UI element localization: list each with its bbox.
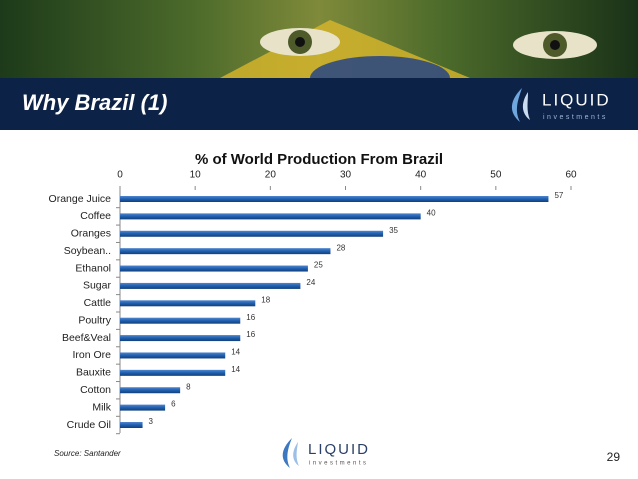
value-label: 3 xyxy=(149,417,154,426)
bar xyxy=(120,248,331,255)
value-label: 14 xyxy=(231,365,240,374)
value-label: 16 xyxy=(246,313,255,322)
category-label: Soybean.. xyxy=(64,245,111,257)
category-label: Poultry xyxy=(78,314,111,326)
value-label: 8 xyxy=(186,382,191,391)
bar xyxy=(120,196,549,202)
bar xyxy=(120,230,384,237)
source: Source: Santander xyxy=(54,449,121,458)
header-logo: LIQUID investments xyxy=(511,88,611,122)
header-bar xyxy=(0,78,638,130)
bar xyxy=(120,404,166,411)
category-label: Cotton xyxy=(80,384,111,396)
logo-name: LIQUID xyxy=(542,90,611,109)
logo-name: LIQUID xyxy=(308,441,370,458)
category-label: Bauxite xyxy=(76,367,111,379)
category-label: Milk xyxy=(92,401,111,413)
x-tick-label: 0 xyxy=(117,170,123,181)
category-label: Ethanol xyxy=(75,262,111,274)
category-label: Oranges xyxy=(71,228,111,240)
logo-tagline: investments xyxy=(309,461,369,467)
category-label: Coffee xyxy=(80,210,111,222)
bar xyxy=(120,282,301,289)
x-tick-label: 20 xyxy=(265,170,277,181)
logo-tagline: investments xyxy=(543,114,608,121)
bar xyxy=(120,317,241,324)
bar xyxy=(120,387,181,394)
value-label: 35 xyxy=(389,226,398,235)
value-label: 14 xyxy=(231,348,240,357)
page-number: 29 xyxy=(607,450,621,464)
chart-title: % of World Production From Brazil xyxy=(195,151,443,168)
value-label: 24 xyxy=(306,278,315,287)
bar xyxy=(120,300,256,307)
category-label: Orange Juice xyxy=(49,193,112,205)
category-label: Cattle xyxy=(84,297,112,309)
x-tick-label: 40 xyxy=(415,170,427,181)
value-label: 28 xyxy=(336,243,345,252)
x-tick-label: 30 xyxy=(340,170,352,181)
value-label: 18 xyxy=(261,295,270,304)
x-tick-label: 50 xyxy=(490,170,502,181)
bar xyxy=(120,369,226,376)
bar xyxy=(120,213,421,220)
value-label: 6 xyxy=(171,400,176,409)
category-label: Iron Ore xyxy=(72,349,111,361)
value-label: 57 xyxy=(554,191,563,200)
bar xyxy=(120,335,241,342)
plot: 0 10 20 30 40 50 60 Orange Juice 57 Coffee 40 Orang… xyxy=(49,170,577,435)
x-tick-label: 10 xyxy=(190,170,202,181)
bar xyxy=(120,352,226,359)
value-label: 25 xyxy=(314,261,323,270)
footer-logo: LIQUID investments xyxy=(282,438,370,468)
value-label: 16 xyxy=(246,330,255,339)
bar xyxy=(120,265,308,272)
x-tick-label: 60 xyxy=(565,170,577,181)
value-label: 40 xyxy=(427,208,436,217)
category-label: Sugar xyxy=(83,280,112,292)
bar xyxy=(120,422,143,428)
slide-title: Why Brazil (1) xyxy=(22,90,167,115)
category-label: Beef&Veal xyxy=(62,332,111,344)
category-label: Crude Oil xyxy=(67,419,111,431)
